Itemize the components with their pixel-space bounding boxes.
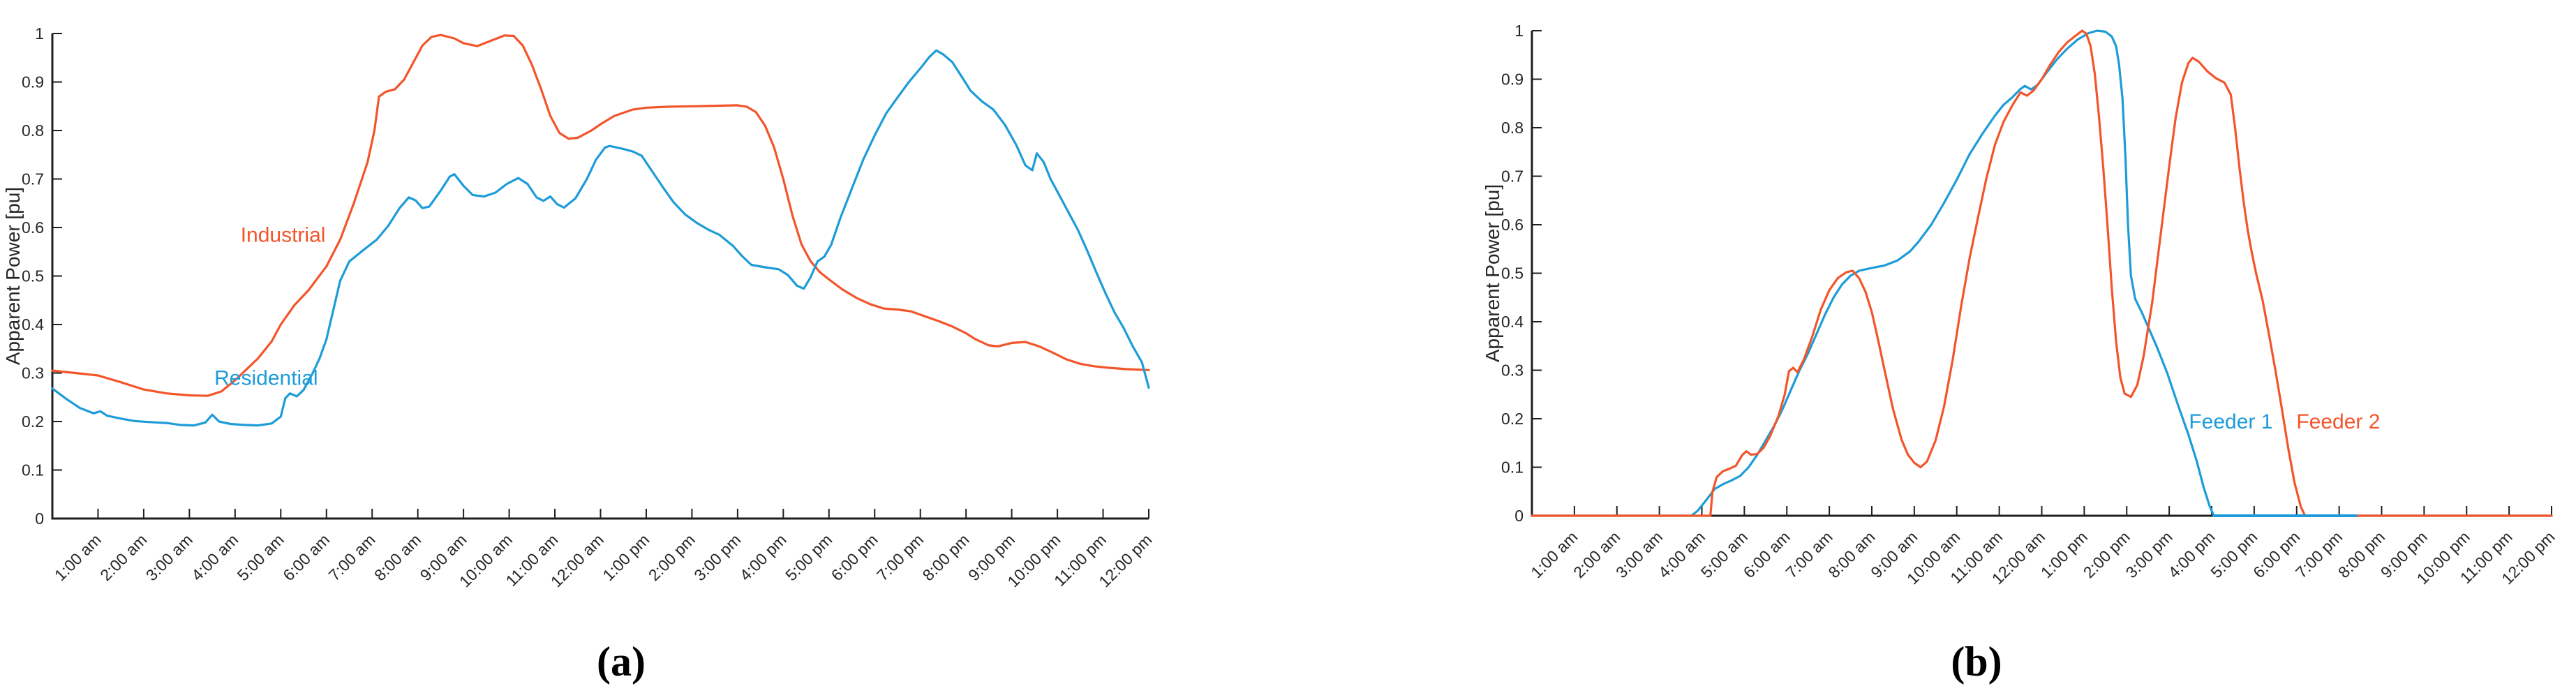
x-tick-label: 4:00 am <box>188 530 241 584</box>
axes-frame <box>1531 31 2552 517</box>
y-tick-label: 0.2 <box>1501 410 1524 428</box>
x-tick-label: 2:00 pm <box>2080 528 2134 581</box>
x-tick-label: 1:00 pm <box>599 530 653 584</box>
x-tick-label: 8:00 am <box>371 530 424 584</box>
chart-a: 00.10.20.30.40.50.60.70.80.911:00 am2:00… <box>2 24 1156 685</box>
x-tick-label: 7:00 am <box>325 530 379 584</box>
x-tick-label: 1:00 am <box>1527 528 1581 581</box>
x-tick-label: 2:00 am <box>1570 528 1623 581</box>
x-tick-label: 7:00 pm <box>2292 528 2346 581</box>
x-tick-label: 6:00 pm <box>828 530 881 584</box>
x-tick-label: 2:00 pm <box>645 530 699 584</box>
y-tick-label: 0.7 <box>1501 167 1524 186</box>
series-line-feeder-2 <box>1531 29 2553 517</box>
y-tick-label: 1 <box>1514 22 1524 40</box>
y-tick-label: 0.6 <box>1501 216 1524 234</box>
x-tick-label: 8:00 am <box>1824 528 1878 581</box>
x-tick-label: 8:00 pm <box>919 530 973 584</box>
x-tick-label: 5:00 pm <box>2207 528 2261 581</box>
x-tick-label: 3:00 pm <box>2122 528 2176 581</box>
y-tick-label: 0.8 <box>22 121 44 140</box>
y-tick-label: 0.1 <box>22 461 44 479</box>
y-tick-label: 0.4 <box>1501 313 1524 331</box>
series-line-industrial <box>51 33 1150 397</box>
series-label-feeder-1: Feeder 1 <box>2189 410 2272 433</box>
y-axis-title: Apparent Power [pu] <box>2 187 24 365</box>
x-tick-label: 5:00 am <box>1697 528 1751 581</box>
axes-frame <box>51 33 1149 520</box>
chart-b: 00.10.20.30.40.50.60.70.80.911:00 am2:00… <box>1482 22 2559 685</box>
series-label-residential: Residential <box>214 366 318 389</box>
x-tick-label: 6:00 am <box>279 530 333 584</box>
x-tick-label: 7:00 am <box>1782 528 1836 581</box>
x-tick-label: 1:00 am <box>51 530 105 584</box>
x-tick-label: 3:00 am <box>1612 528 1666 581</box>
x-tick-label: 7:00 pm <box>873 530 927 584</box>
y-tick-label: 0.1 <box>1501 459 1524 477</box>
y-tick-label: 0.5 <box>22 267 44 285</box>
x-tick-label: 3:00 pm <box>690 530 744 584</box>
y-tick-label: 0 <box>1514 507 1524 525</box>
x-tick-label: 5:00 pm <box>782 530 835 584</box>
y-tick-label: 0.9 <box>1501 70 1524 89</box>
y-tick-label: 0.8 <box>1501 119 1524 137</box>
x-tick-label: 6:00 am <box>1740 528 1794 581</box>
series-label-industrial: Industrial <box>241 223 326 246</box>
y-tick-label: 0.2 <box>22 412 44 431</box>
figure-caption-a: (a) <box>597 639 646 685</box>
y-tick-label: 0.7 <box>22 170 44 188</box>
series-line-residential <box>51 49 1150 427</box>
x-tick-label: 4:00 pm <box>2164 528 2218 581</box>
x-tick-label: 3:00 am <box>142 530 196 584</box>
x-tick-label: 5:00 am <box>234 530 288 584</box>
y-tick-label: 0.6 <box>22 218 44 237</box>
x-tick-label: 8:00 pm <box>2335 528 2388 581</box>
y-axis-title: Apparent Power [pu] <box>1482 184 1503 362</box>
x-tick-label: 4:00 am <box>1655 528 1708 581</box>
x-tick-label: 4:00 pm <box>736 530 790 584</box>
x-tick-label: 6:00 pm <box>2249 528 2303 581</box>
figure-caption-b: (b) <box>1951 639 2002 685</box>
y-tick-label: 0.3 <box>22 364 44 382</box>
y-tick-label: 1 <box>35 24 44 43</box>
series-label-feeder-2: Feeder 2 <box>2296 410 2380 433</box>
series-line-feeder-1 <box>1531 29 2553 517</box>
y-tick-label: 0.5 <box>1501 264 1524 283</box>
y-tick-label: 0.4 <box>22 315 44 334</box>
x-tick-label: 2:00 am <box>96 530 150 584</box>
y-tick-label: 0.9 <box>22 73 44 91</box>
y-tick-label: 0.3 <box>1501 362 1524 380</box>
y-tick-label: 0 <box>35 509 44 528</box>
x-tick-label: 1:00 pm <box>2037 528 2091 581</box>
